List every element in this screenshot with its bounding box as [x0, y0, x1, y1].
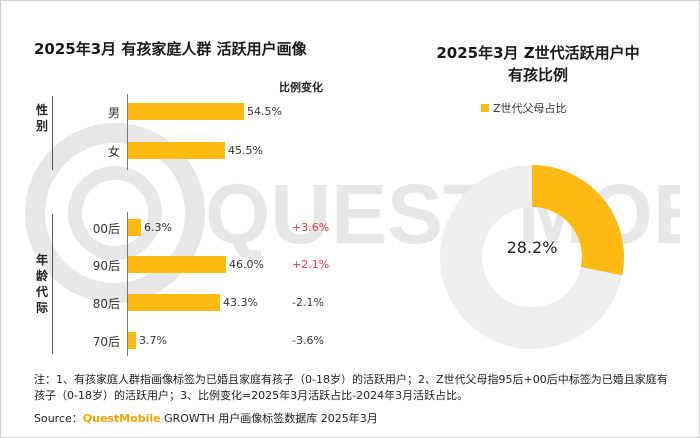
legend-label: Z世代父母占比 [493, 102, 567, 115]
change-label: +3.6% [292, 221, 330, 234]
source-brand: QuestMobile [82, 412, 161, 425]
group-char: 际 [36, 301, 49, 315]
category-label: 00后 [92, 222, 120, 236]
group-char: 性 [36, 103, 49, 117]
donut-highlight-slice [532, 165, 624, 276]
change-label: -2.1% [292, 296, 324, 309]
right-chart-title: 2025年3月 Z世代活跃用户中 有孩比例 [418, 42, 658, 86]
category-label: 男 [107, 106, 120, 120]
change-label: -3.6% [292, 334, 324, 347]
category-label: 女 [107, 145, 120, 159]
bar [128, 103, 244, 120]
donut-chart [440, 165, 624, 349]
group-char: 年 [36, 253, 49, 267]
change-column-header: 比例变化 [279, 81, 323, 94]
source-line: Source：QuestMobile GROWTH 用户画像标签数据库 2025… [34, 410, 378, 426]
bar-value-label: 46.0% [229, 258, 264, 271]
bar-value-label: 54.5% [247, 105, 282, 118]
group-label-generation: 年 龄 代 际 [36, 252, 52, 316]
category-label: 70后 [92, 335, 120, 349]
group-char: 别 [36, 119, 49, 133]
bar-value-label: 43.3% [223, 296, 258, 309]
footnote: 注：1、有孩家庭人群指画像标签为已婚且家庭有孩子（0-18岁）的活跃用户；2、Z… [34, 373, 668, 402]
source-suffix: GROWTH 用户画像标签数据库 2025年3月 [160, 412, 378, 425]
bar-value-label: 45.5% [228, 144, 263, 157]
bar-axis-generation [127, 212, 128, 356]
bar-axis-gender [127, 94, 128, 170]
bar [128, 219, 141, 236]
category-label: 80后 [92, 297, 120, 311]
group-label-gender: 性 别 [36, 102, 52, 134]
group-bracket-gender [52, 96, 53, 170]
bar [128, 256, 226, 273]
group-bracket-generation [52, 214, 53, 354]
bar [128, 294, 220, 311]
bar [128, 332, 136, 349]
legend-swatch [481, 104, 489, 112]
left-chart-title: 2025年3月 有孩家庭人群 活跃用户画像 [34, 40, 307, 58]
group-char: 龄 [36, 269, 49, 283]
right-title-line1: 2025年3月 Z世代活跃用户中 [436, 44, 640, 62]
source-prefix: Source： [34, 412, 83, 425]
bar-value-label: 3.7% [139, 334, 167, 347]
donut-center-label: 28.2% [506, 238, 558, 257]
bar [128, 142, 225, 159]
right-title-line2: 有孩比例 [507, 66, 568, 84]
donut-legend: Z世代父母占比 [481, 100, 567, 116]
group-char: 代 [36, 285, 49, 299]
bar-value-label: 6.3% [144, 221, 172, 234]
category-label: 90后 [92, 259, 120, 273]
change-label: +2.1% [292, 258, 330, 271]
